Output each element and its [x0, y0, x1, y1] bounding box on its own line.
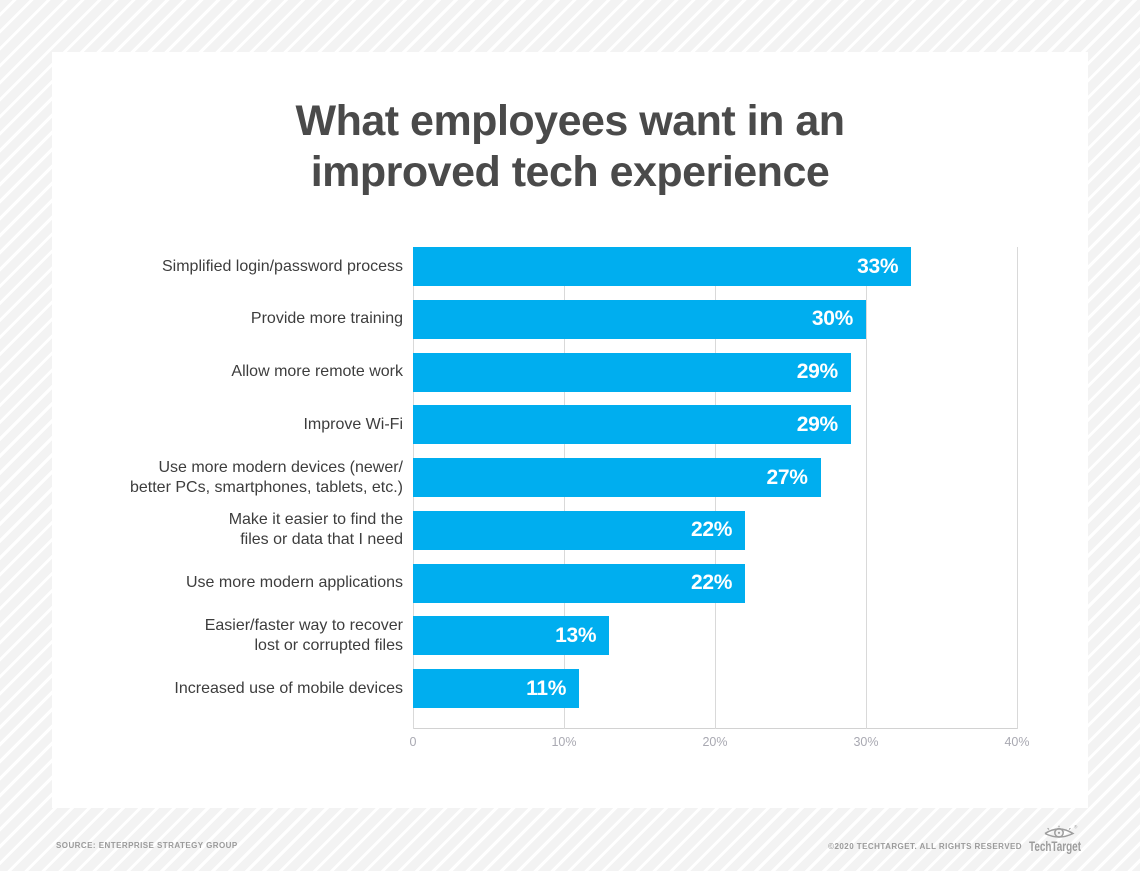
bar-value-label: 11%: [526, 676, 567, 700]
bar-value-label: 13%: [555, 623, 597, 647]
eye-target-icon: [1044, 825, 1075, 838]
bar: 22%: [413, 510, 746, 550]
category-label-line: Simplified login/password process: [162, 257, 403, 275]
bar-value-label: 29%: [796, 412, 838, 436]
category-label: Allow more remote work: [93, 362, 403, 382]
x-axis-tick-label: 10%: [551, 735, 577, 749]
bar: 29%: [413, 405, 851, 445]
category-label: Use more modern devices (newer/better PC…: [93, 458, 403, 498]
bar: 29%: [413, 352, 851, 392]
category-label: Easier/faster way to recover lost or corr…: [93, 616, 403, 656]
x-axis-tick-label: 40%: [1004, 735, 1030, 749]
category-label-line: Improve Wi-Fi: [303, 415, 403, 433]
category-label: Increased use of mobile devices: [93, 679, 403, 699]
category-label: Provide more training: [93, 309, 403, 329]
category-label-line: Use more modern applications: [186, 574, 403, 591]
bar: 33%: [413, 247, 912, 286]
footer-right: ©2020 TECHTARGET. ALL RIGHTS RESERVED ® …: [828, 824, 1083, 856]
category-label-line: Make it easier to find the: [228, 511, 403, 529]
plot-area: 0 10% 20% 30% 40% 33% Simplified login/passwor…: [130, 247, 1030, 749]
category-label-line: Allow more remote work: [231, 363, 403, 380]
chart-title-line2: improved tech experience: [310, 148, 830, 196]
category-label: Improve Wi-Fi: [93, 415, 403, 435]
bar-value-label: 33%: [857, 254, 899, 278]
category-label: Simplified login/password process: [93, 257, 403, 277]
x-axis-tick-label: 30%: [853, 735, 879, 749]
category-label: Use more modern applications: [93, 573, 403, 593]
copyright-text: ©2020 TECHTARGET. ALL RIGHTS RESERVED: [828, 842, 1022, 851]
bar-value-label: 29%: [796, 360, 838, 383]
bar-value-label: 22%: [691, 518, 733, 542]
chart-title-line1: What employees want in an: [295, 97, 846, 145]
chart-title: What employees want in an improved tech …: [52, 96, 1088, 198]
x-axis-tick-label: 20%: [702, 735, 728, 749]
registered-mark: ®: [1074, 824, 1078, 830]
bar-value-label: 22%: [691, 571, 733, 594]
category-label: Make it easier to find the files or data …: [93, 510, 403, 550]
bar-value-label: 27%: [766, 465, 808, 489]
category-label-line: Increased use of mobile devices: [174, 679, 403, 697]
category-label-line: lost or corrupted files: [254, 636, 403, 654]
category-label-line: Easier/faster way to recover: [204, 616, 403, 634]
bar: 27%: [413, 458, 821, 497]
bar-value-label: 30%: [811, 307, 853, 331]
logo-wordmark: TechTarget: [1029, 839, 1081, 854]
techtarget-logo: ® TechTarget: [1029, 824, 1081, 854]
gridline: [866, 247, 867, 729]
source-credit: SOURCE: ENTERPRISE STRATEGY GROUP: [56, 841, 238, 850]
category-label-line: files or data that I need: [240, 531, 403, 549]
bar: 22%: [413, 563, 746, 603]
infographic-card: What employees want in an improved tech …: [52, 52, 1088, 808]
bar: 30%: [413, 299, 866, 339]
category-label-line: Use more modern devices (newer/: [158, 458, 403, 476]
x-axis-tick-label: 0: [409, 735, 417, 749]
category-label-line: better PCs, smartphones, tablets, etc.): [129, 478, 403, 496]
bar: 11%: [413, 669, 580, 708]
bar: 13%: [413, 616, 610, 656]
gridline: [1017, 247, 1018, 729]
category-label-line: Provide more training: [250, 310, 403, 328]
